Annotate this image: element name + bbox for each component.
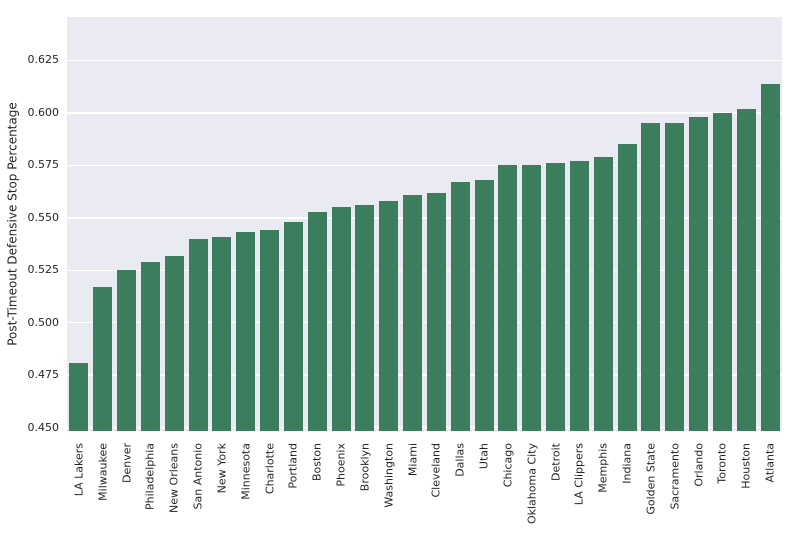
x-tick-label: Miami [406,443,420,477]
x-tick-label: Milwaukee [96,443,110,501]
bar-phoenix [331,207,351,431]
bar-memphis [593,156,613,431]
bar-portland [283,222,303,431]
bar-new-york [212,236,232,431]
gridline [67,164,782,167]
y-tick-label: 0.500 [27,315,60,329]
x-tick-label: Boston [310,443,324,482]
x-tick-label: New York [215,443,229,494]
x-tick-label: San Antonio [191,443,205,510]
x-tick-label: Indiana [620,443,634,484]
x-tick-label: Philadelphia [143,443,157,511]
y-tick-label: 0.450 [27,420,60,434]
gridline [67,217,782,219]
bar-charlotte [260,230,280,431]
bar-chicago [498,165,518,431]
gridline [67,426,782,429]
bar-la-lakers [69,362,89,431]
bar-utah [474,180,494,431]
y-tick-label: 0.600 [27,105,60,119]
bar-atlanta [760,83,780,431]
y-tick-label: 0.575 [27,158,60,172]
x-tick-label: Chicago [501,443,515,488]
bar-denver [117,270,137,431]
x-tick-label: Utah [477,443,491,470]
x-tick-label: Dallas [453,443,467,477]
x-tick-label: Portland [286,443,300,489]
gridline [67,269,782,272]
x-tick-label: Toronto [715,443,729,484]
bar-la-clippers [569,161,589,431]
bar-miami [403,194,423,431]
bar-new-orleans [164,255,184,431]
gridline [67,112,782,114]
x-tick-label: Minnesota [239,443,253,500]
plot-area [67,17,782,431]
x-tick-label: LA Clippers [572,443,586,506]
bar-milwaukee [93,287,113,431]
x-tick-label: Brooklyn [358,443,372,492]
bar-sacramento [665,123,685,431]
y-tick-label: 0.550 [27,210,60,224]
bar-washington [379,201,399,431]
x-tick-label: Sacramento [668,443,682,510]
bar-golden-state [641,123,661,431]
bar-indiana [617,144,637,431]
y-tick-label: 0.475 [27,368,60,382]
x-tick-label: Cleveland [429,443,443,498]
x-tick-label: Houston [739,443,753,489]
x-tick-label: Oklahoma City [525,443,539,525]
bar-san-antonio [188,238,208,431]
x-tick-label: Memphis [596,443,610,493]
x-tick-label: Golden State [644,443,658,515]
x-tick-label: Phoenix [334,443,348,487]
gridline [67,59,782,62]
bar-orlando [689,117,709,431]
y-tick-label: 0.525 [27,263,60,277]
bar-brooklyn [355,205,375,431]
gridline [67,374,782,376]
bar-toronto [712,112,732,431]
x-tick-label: LA Lakers [72,443,86,497]
x-tick-label: Charlotte [263,443,277,495]
x-tick-label: Atlanta [763,443,777,483]
bar-detroit [546,163,566,431]
bar-houston [736,108,756,431]
x-tick-label: New Orleans [167,443,181,513]
y-tick-label: 0.625 [27,53,60,67]
bar-boston [307,211,327,431]
bar-minnesota [236,232,256,431]
x-tick-label: Orlando [692,443,706,487]
bar-cleveland [426,192,446,431]
bar-philadelphia [140,261,160,431]
x-tick-label: Detroit [549,443,563,481]
gridline [67,321,782,324]
x-tick-label: Denver [120,443,134,484]
bar-oklahoma-city [522,165,542,431]
x-tick-label: Washington [382,443,396,508]
bar-dallas [450,182,470,431]
